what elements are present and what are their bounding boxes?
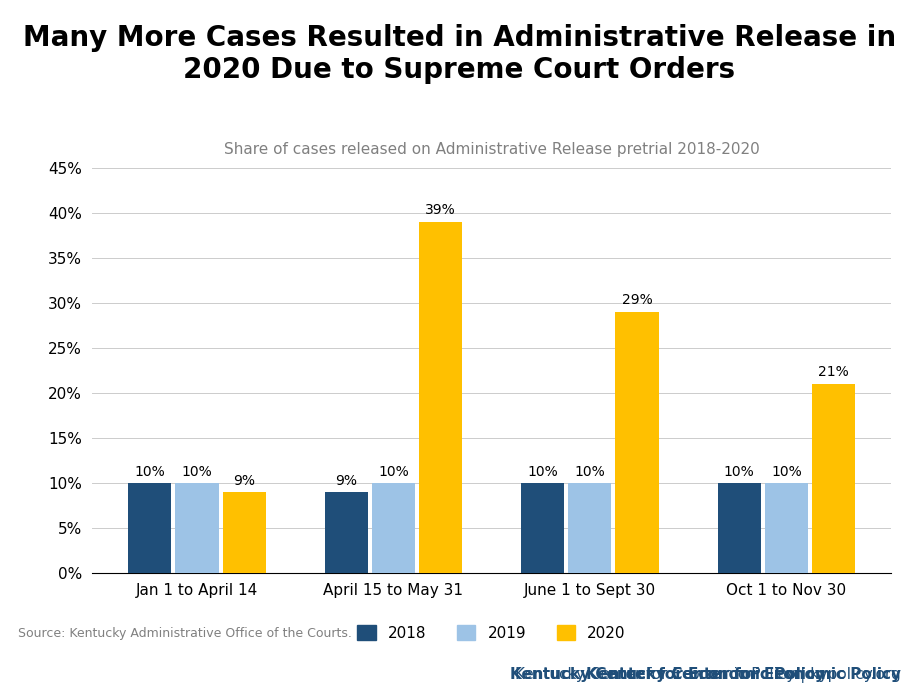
Text: Kentucky Center for Economic Policy: Kentucky Center for Economic Policy bbox=[510, 667, 825, 682]
Text: 9%: 9% bbox=[335, 474, 357, 488]
Bar bbox=[222, 492, 266, 573]
Text: 10%: 10% bbox=[378, 465, 409, 479]
Text: 10%: 10% bbox=[771, 465, 801, 479]
Text: 21%: 21% bbox=[818, 366, 849, 380]
Bar bbox=[718, 483, 761, 573]
Bar bbox=[811, 384, 855, 573]
Text: Source: Kentucky Administrative Office of the Courts.: Source: Kentucky Administrative Office o… bbox=[18, 626, 352, 640]
Bar bbox=[129, 483, 172, 573]
Text: 10%: 10% bbox=[182, 465, 212, 479]
Text: 10%: 10% bbox=[574, 465, 606, 479]
Text: 9%: 9% bbox=[233, 474, 255, 488]
Text: 10%: 10% bbox=[528, 465, 558, 479]
Legend: 2018, 2019, 2020: 2018, 2019, 2020 bbox=[351, 619, 632, 647]
Bar bbox=[521, 483, 564, 573]
Text: 29%: 29% bbox=[621, 294, 652, 308]
Text: 10%: 10% bbox=[724, 465, 754, 479]
Text: 39%: 39% bbox=[425, 203, 456, 217]
Title: Share of cases released on Administrative Release pretrial 2018-2020: Share of cases released on Administrativ… bbox=[224, 142, 759, 157]
Bar bbox=[372, 483, 415, 573]
Bar bbox=[176, 483, 219, 573]
Text: 10%: 10% bbox=[134, 465, 165, 479]
Bar bbox=[765, 483, 808, 573]
Bar bbox=[616, 312, 659, 573]
Text: Kentucky Center for Economic Policy | kypolicy.org: Kentucky Center for Economic Policy | ky… bbox=[515, 667, 901, 682]
Bar bbox=[324, 492, 368, 573]
Text: Kentucky Center for Economic Policy: Kentucky Center for Economic Policy bbox=[585, 667, 901, 682]
Bar bbox=[419, 222, 462, 573]
Text: Many More Cases Resulted in Administrative Release in
2020 Due to Supreme Court : Many More Cases Resulted in Administrati… bbox=[23, 24, 896, 84]
Bar bbox=[568, 483, 611, 573]
